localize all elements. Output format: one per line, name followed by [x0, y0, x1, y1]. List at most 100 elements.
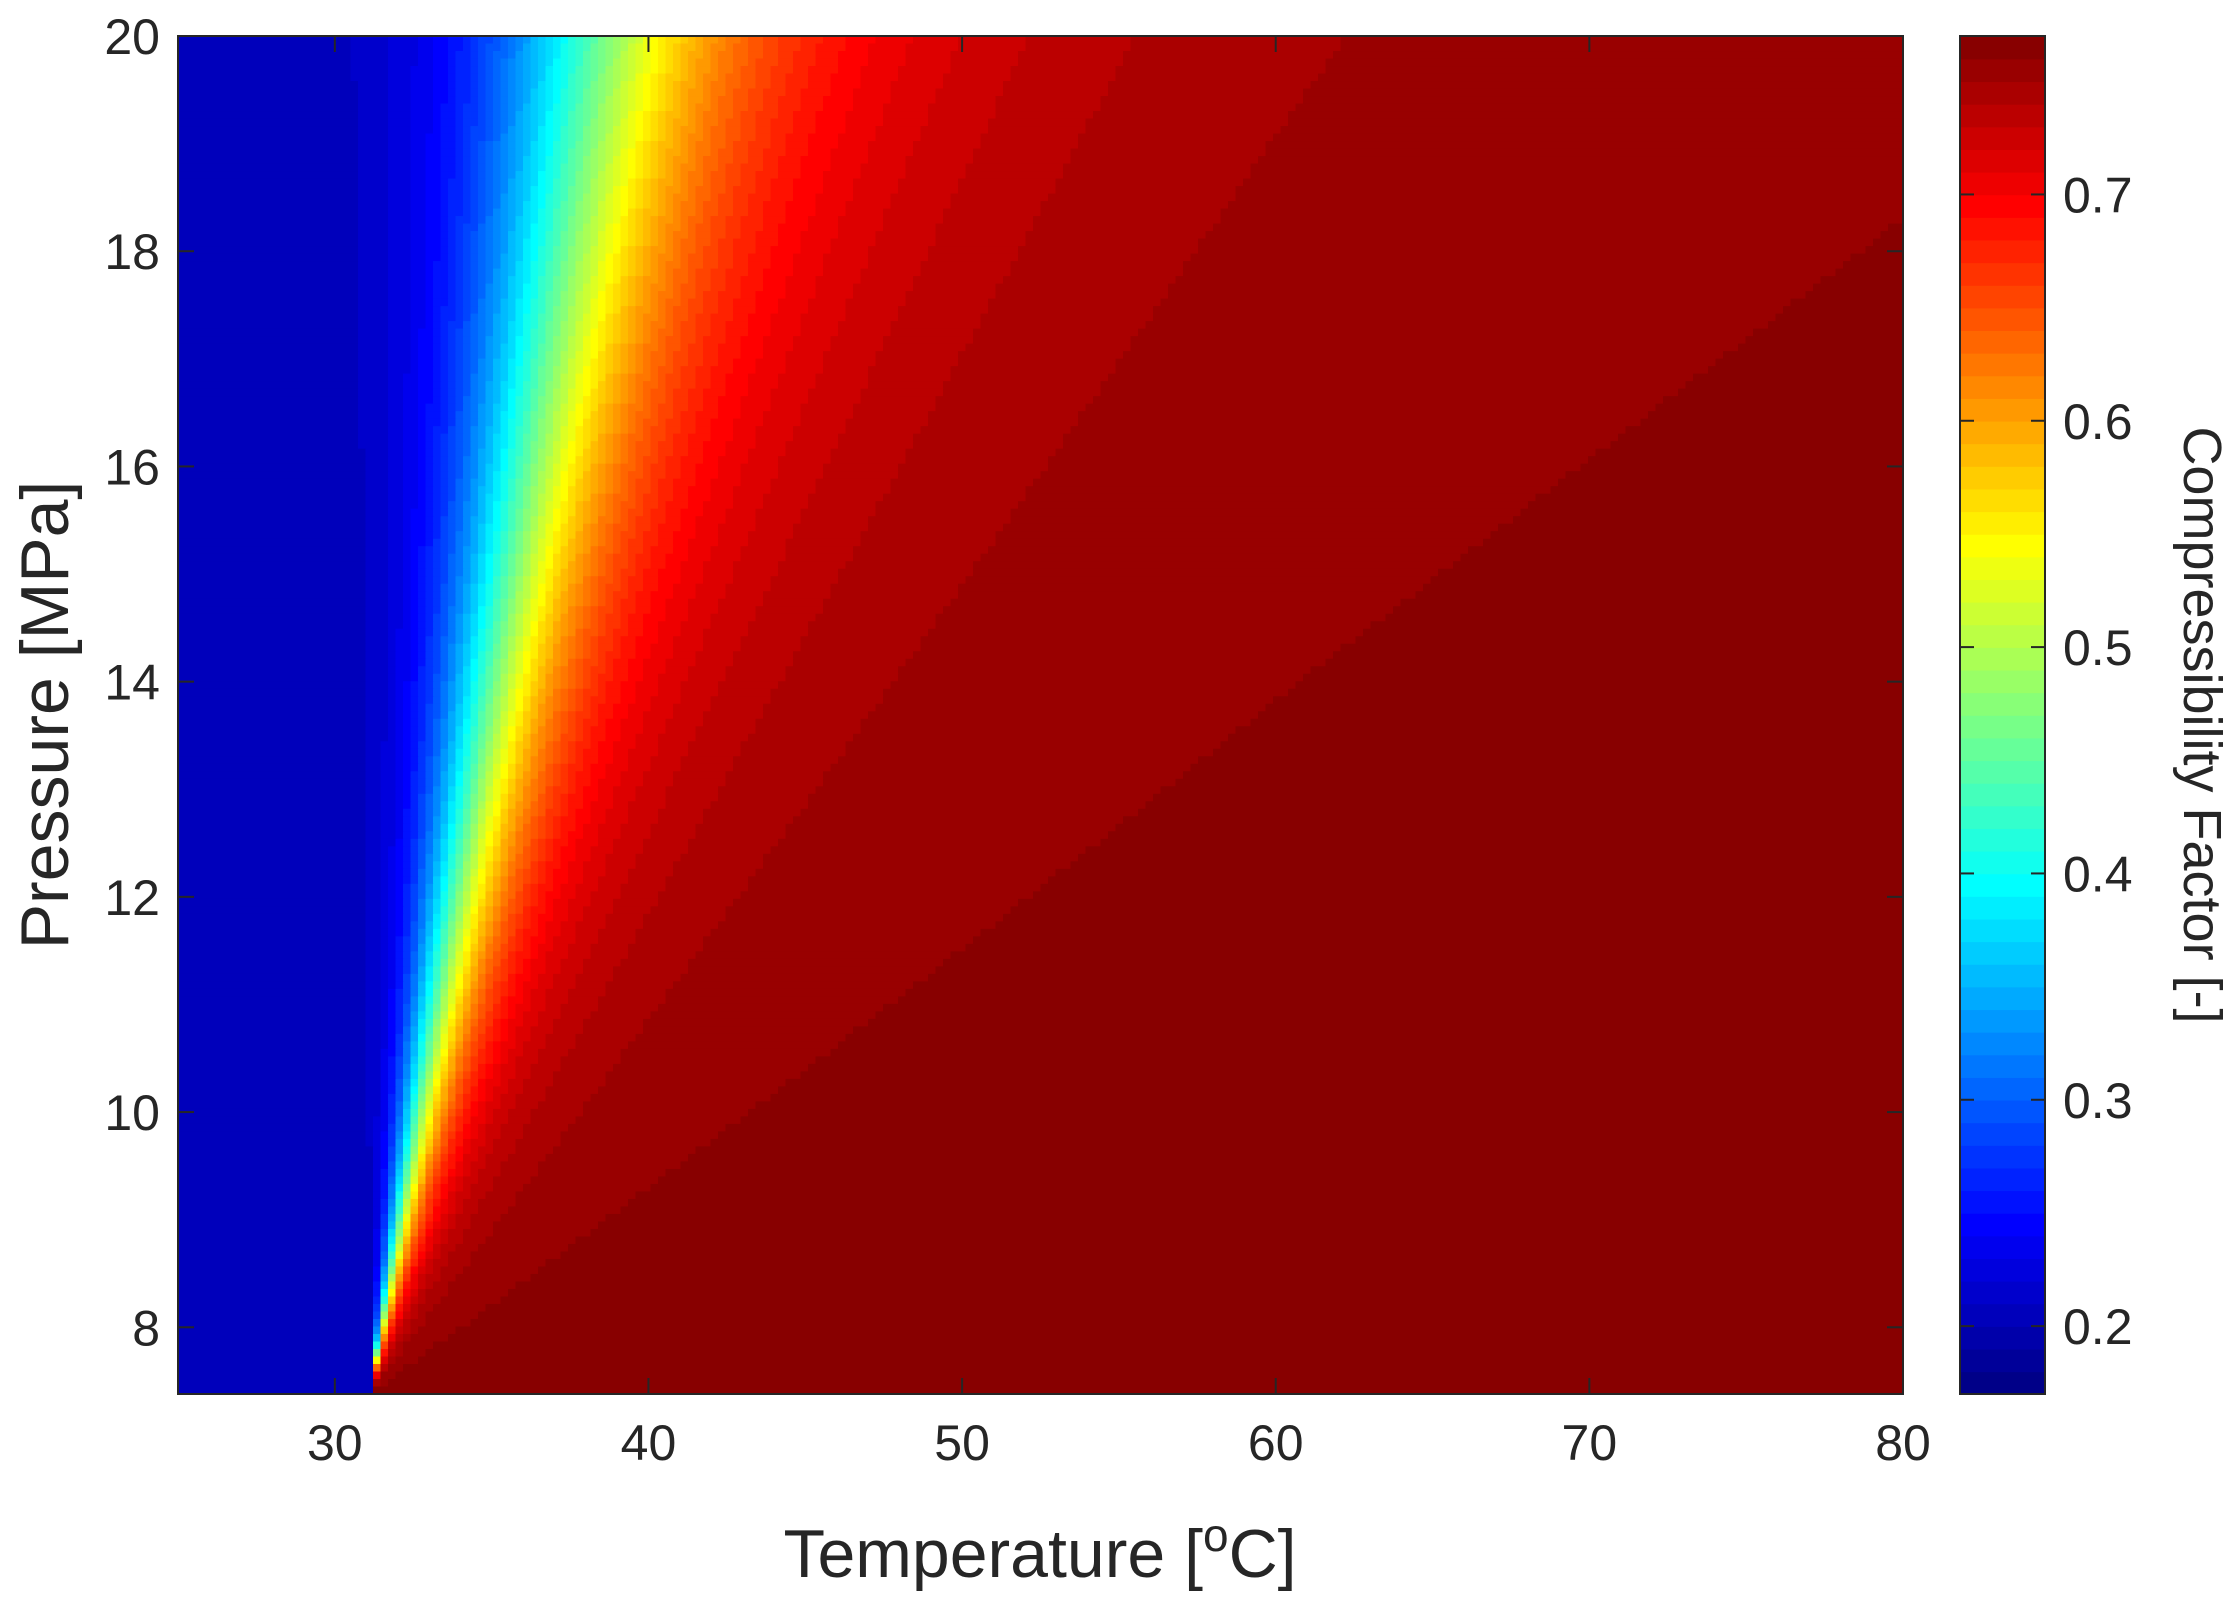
contour-cell [545, 621, 554, 630]
contour-cell [583, 531, 592, 540]
contour-cell [763, 148, 787, 157]
contour-cell [410, 673, 419, 683]
contour-cell [935, 613, 1387, 623]
contour-cell [620, 358, 629, 368]
contour-cell [523, 861, 532, 870]
contour-cell [463, 298, 472, 307]
contour-cell [523, 118, 532, 127]
contour-cell [583, 576, 592, 585]
contour-cell [583, 298, 592, 307]
contour-cell [905, 448, 1057, 458]
contour-cell [500, 133, 509, 142]
contour-cell [598, 561, 607, 570]
contour-cell [493, 126, 502, 135]
contour-cell [395, 726, 404, 735]
contour-cell [665, 238, 674, 247]
contour-cell [470, 283, 479, 292]
contour-cell [178, 358, 359, 368]
contour-cell [680, 66, 689, 75]
contour-cell [455, 163, 464, 172]
contour-cell [575, 81, 584, 90]
contour-cell [403, 598, 412, 608]
contour-cell [523, 433, 532, 443]
contour-cell [470, 156, 479, 165]
contour-cell [650, 508, 667, 518]
contour-cell [553, 651, 562, 660]
contour-cell [358, 298, 389, 307]
contour-cell [448, 778, 457, 788]
contour-cell [1055, 178, 1244, 187]
contour-cell [560, 651, 569, 660]
contour-cell [568, 808, 577, 818]
contour-cell [568, 373, 577, 383]
contour-cell [583, 43, 592, 52]
contour-cell [388, 268, 412, 277]
contour-cell [515, 861, 524, 870]
contour-cell [425, 718, 434, 728]
contour-cell [703, 711, 764, 720]
contour-cell [553, 801, 562, 810]
contour-cell [388, 351, 412, 360]
contour-cell [1108, 81, 1312, 90]
contour-cell [463, 283, 472, 292]
contour-cell [613, 643, 622, 653]
contour-cell [613, 838, 644, 848]
contour-cell [500, 381, 509, 390]
contour-cell [455, 643, 464, 653]
contour-cell [523, 148, 532, 157]
contour-cell [500, 88, 509, 97]
contour-cell [358, 118, 389, 127]
contour-cell [553, 628, 562, 638]
contour-cell [403, 546, 412, 555]
contour-cell [620, 501, 637, 510]
contour-cell [418, 733, 427, 743]
contour-cell [523, 613, 532, 623]
contour-cell [545, 133, 554, 142]
contour-cell [553, 186, 562, 195]
contour-cell [740, 66, 757, 75]
contour-cell [1685, 381, 1903, 390]
contour-cell [1078, 418, 1642, 428]
contour-cell [358, 81, 389, 90]
contour-cell [425, 561, 434, 570]
contour-cell [823, 771, 1184, 780]
contour-cell [620, 156, 629, 165]
contour-cell [590, 396, 599, 405]
contour-cell [673, 88, 682, 97]
contour-cell [440, 628, 449, 638]
contour-cell [440, 643, 449, 653]
contour-cell [358, 133, 389, 142]
contour-cell [575, 493, 584, 503]
contour-cell [665, 786, 719, 795]
contour-cell [545, 628, 554, 638]
contour-cell [395, 838, 404, 848]
contour-cell [575, 141, 584, 150]
contour-cell [545, 411, 554, 420]
contour-cell [538, 88, 547, 97]
contour-cell [545, 763, 554, 773]
contour-cell [560, 343, 569, 353]
contour-cell [478, 111, 487, 120]
contour-cell [1190, 763, 1903, 773]
contour-cell [493, 666, 502, 675]
contour-cell [478, 838, 487, 848]
contour-cell [583, 508, 592, 518]
contour-cell [733, 141, 749, 150]
contour-cell [523, 666, 532, 675]
contour-cell [455, 538, 464, 548]
contour-cell [493, 703, 502, 713]
contour-cell [478, 171, 487, 180]
contour-cell [650, 366, 659, 375]
contour-cell [658, 486, 674, 495]
contour-cell [575, 148, 584, 157]
contour-cell [613, 126, 622, 135]
contour-cell [455, 396, 464, 405]
contour-cell [560, 366, 569, 375]
contour-cell [178, 568, 367, 578]
contour-cell [433, 613, 442, 623]
contour-cell [650, 336, 659, 345]
contour-cell [605, 531, 614, 540]
contour-cell [568, 448, 577, 458]
contour-cell [568, 111, 577, 120]
contour-cell [500, 681, 509, 690]
